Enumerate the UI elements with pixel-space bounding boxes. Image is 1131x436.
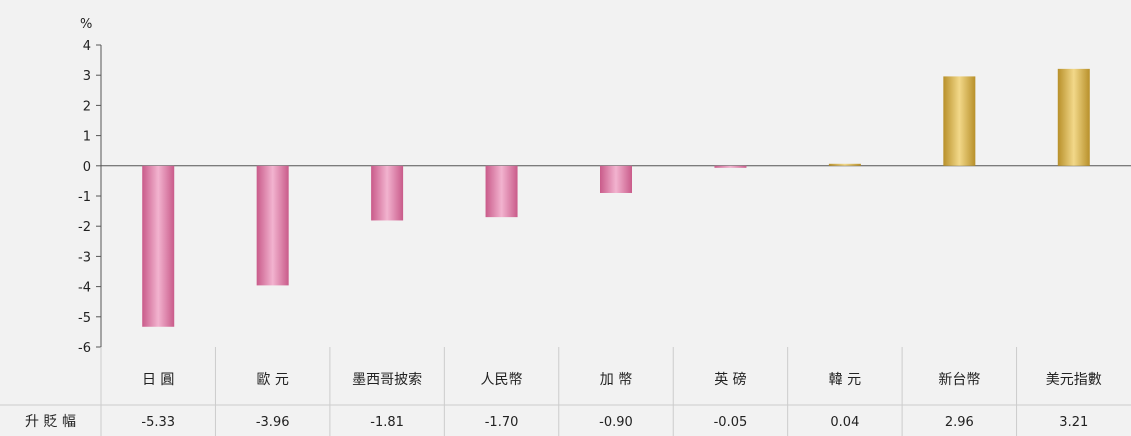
x-category-label: 歐 元: [256, 372, 288, 388]
bar: [485, 165, 518, 218]
bar: [943, 76, 976, 166]
bar: [371, 165, 404, 221]
data-table: 升 貶 幅 日 圓 -5.33 歐 元 -3.96 墨西哥披索 -1.81 人民幣 -1.70 加…: [0, 347, 1131, 436]
y-tick-label: -4: [78, 281, 91, 296]
y-axis-unit: %: [80, 17, 92, 32]
table-row-label: 升 貶 幅: [25, 414, 76, 430]
y-tick-label: 4: [83, 39, 91, 54]
x-category-label: 墨西哥披索: [352, 371, 422, 388]
y-tick-label: -5: [78, 311, 91, 326]
bar: [142, 165, 175, 327]
y-tick-label: 3: [83, 69, 91, 84]
bar: [1057, 68, 1090, 166]
data-value-label: 2.96: [945, 415, 974, 430]
data-value-label: -1.70: [485, 415, 519, 430]
y-tick-label: 0: [83, 160, 91, 175]
bar: [256, 165, 289, 286]
data-value-label: -5.33: [141, 415, 175, 430]
x-category-label: 新台幣: [938, 372, 980, 388]
y-tick-label: -3: [78, 250, 91, 265]
x-category-label: 英 磅: [714, 371, 746, 388]
data-value-label: 0.04: [830, 415, 859, 430]
x-category-label: 美元指數: [1046, 372, 1102, 388]
x-category-label: 人民幣: [481, 372, 523, 388]
bar: [600, 165, 632, 193]
y-tick-label: -6: [78, 341, 91, 356]
y-tick-label: -1: [78, 190, 91, 205]
data-value-label: 3.21: [1059, 415, 1088, 430]
data-value-label: -0.90: [599, 415, 633, 430]
y-tick-label: 1: [83, 130, 91, 145]
y-tick-label: 2: [83, 99, 91, 114]
bar: [828, 163, 861, 166]
data-value-label: -3.96: [256, 415, 290, 430]
x-category-label: 日 圓: [142, 372, 174, 388]
data-value-label: -1.81: [370, 415, 404, 430]
bars-group: [142, 68, 1090, 327]
y-tick-label: -2: [78, 220, 91, 235]
bar: [714, 165, 747, 168]
x-category-label: 加 幣: [600, 372, 632, 388]
x-category-label: 韓 元: [829, 372, 861, 388]
data-value-label: -0.05: [714, 415, 748, 430]
